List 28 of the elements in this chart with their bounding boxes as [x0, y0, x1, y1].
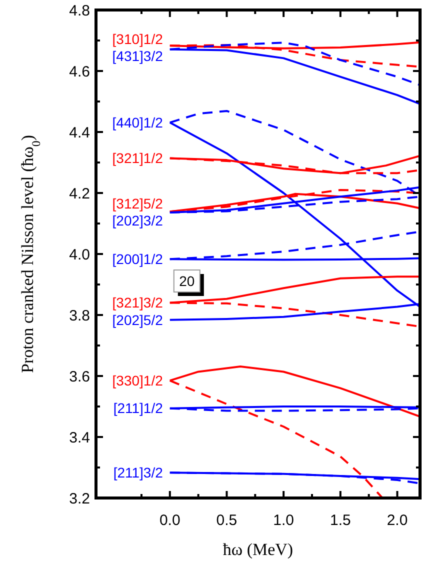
series-label: [440]1/2 — [112, 114, 164, 130]
annotation: 20 — [179, 272, 195, 289]
series-label: [211]1/2 — [113, 400, 164, 416]
series-label: [321]1/2 — [112, 150, 164, 166]
y-tick-label: 4.6 — [69, 63, 90, 80]
series-label: [202]5/2 — [112, 312, 164, 328]
series-label: [431]3/2 — [112, 48, 164, 64]
series-label: [202]3/2 — [112, 212, 164, 228]
x-tick-label: 0.0 — [159, 512, 180, 529]
x-tick-label: 0.5 — [216, 512, 238, 529]
y-tick-label: 3.2 — [69, 490, 90, 508]
x-axis-title: ħω (MeV) — [222, 540, 294, 559]
y-tick-label: 4.4 — [69, 124, 90, 142]
series-label: [330]1/2 — [112, 372, 164, 388]
series-label: [310]1/2 — [112, 30, 164, 47]
y-tick-label: 4.0 — [69, 246, 90, 264]
series-label: [200]1/2 — [112, 251, 164, 268]
y-tick-label: 3.8 — [69, 307, 90, 324]
x-tick-label: 1.5 — [330, 512, 351, 529]
series-label: [321]3/2 — [112, 294, 164, 311]
x-tick-label: 2.0 — [386, 512, 408, 529]
y-tick-label: 4.8 — [69, 2, 90, 20]
series-label: [211]3/2 — [113, 464, 164, 481]
series-label: [312]5/2 — [112, 195, 164, 212]
x-tick-label: 1.0 — [273, 512, 294, 529]
y-tick-label: 3.4 — [69, 429, 90, 446]
y-tick-label: 4.2 — [69, 185, 90, 202]
y-tick-label: 3.6 — [69, 368, 90, 386]
